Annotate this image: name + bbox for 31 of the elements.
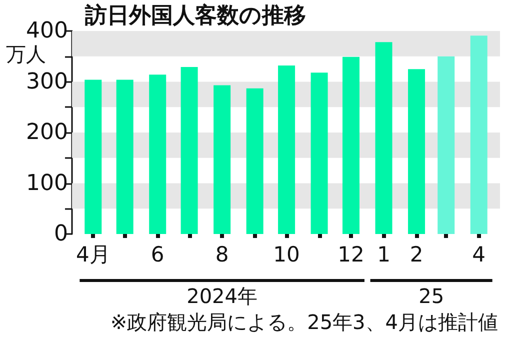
y-tick-label: 100 <box>26 170 68 196</box>
x-tick-label: 12 <box>338 242 364 266</box>
y-axis-title: 万人 <box>6 42 46 66</box>
y-tick-label: 0 <box>54 222 68 246</box>
bar <box>310 72 328 234</box>
x-tick-label: 1 <box>377 242 390 266</box>
x-tick-label: 4月 <box>76 242 110 266</box>
y-tick-label: 400 <box>26 18 68 44</box>
bar <box>84 80 102 234</box>
bar <box>408 69 426 234</box>
y-tick-label: 300 <box>26 69 68 94</box>
text: ※政府観光局による。25年3、4月は推計値 <box>110 310 498 334</box>
chart-title: 訪日外国人客数の推移 <box>84 2 306 28</box>
text: 25 <box>418 284 444 308</box>
bar <box>278 66 296 234</box>
text: 2024年 <box>186 284 258 308</box>
bar <box>180 67 198 234</box>
bar <box>214 85 231 234</box>
y-tick-label: 200 <box>26 120 68 145</box>
bar <box>149 74 166 234</box>
x-tick-label: 2 <box>410 242 424 266</box>
bar <box>438 56 455 234</box>
bar <box>470 36 488 234</box>
x-tick-label: 10 <box>273 242 300 266</box>
x-tick-label: 6 <box>150 242 164 266</box>
bar <box>375 42 392 234</box>
x-tick-label: 4 <box>472 242 486 266</box>
bar <box>342 56 360 234</box>
bar <box>246 88 264 234</box>
x-tick-label: 8 <box>215 242 229 266</box>
bar <box>116 80 134 234</box>
